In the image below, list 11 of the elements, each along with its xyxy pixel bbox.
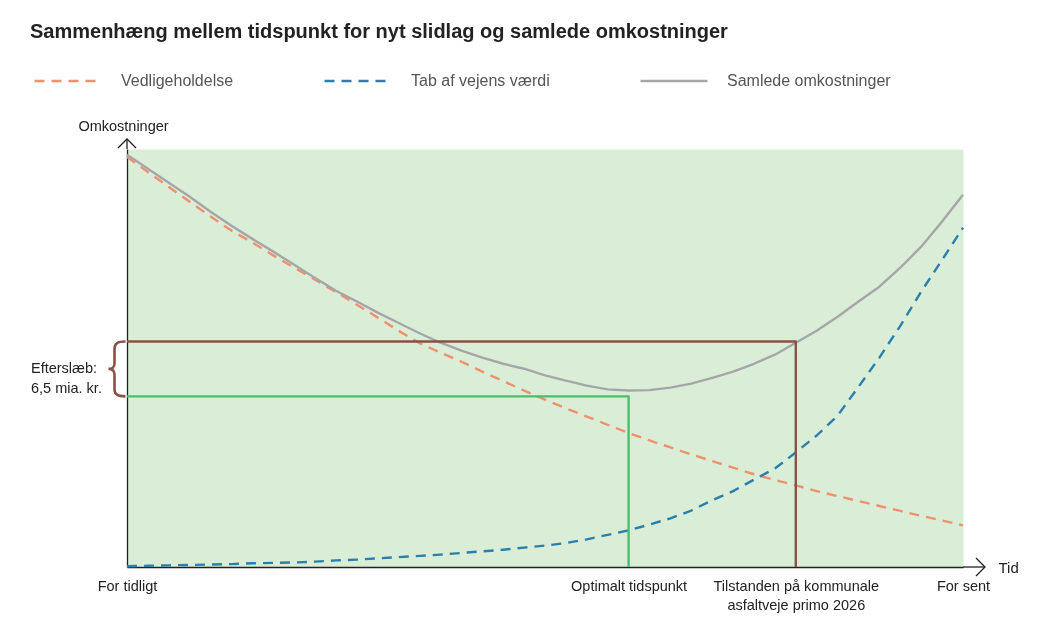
x-axis-title: Tid [998,558,1019,576]
text: Efterslæb: 6,5 mia. kr. [31,359,102,396]
x-tick-label: For sent [936,577,991,594]
x-tick-label: Optimalt tidspunkt [571,577,688,594]
y-axis-title: Omkostninger [78,117,169,134]
legend-label: Tab af vejens værdi [411,72,550,89]
chart-title: Sammenhæng mellem tidspunkt for nyt slidlag og samlede omkostninger [30,20,729,42]
x-tick-label: Tilstanden på kommunale asfaltveje primo 2026 [713,577,880,613]
legend-label: Samlede omkostninger [727,72,892,89]
x-tick-label: For tidligt [97,577,158,594]
legend-label: Vedligeholdelse [121,72,234,89]
